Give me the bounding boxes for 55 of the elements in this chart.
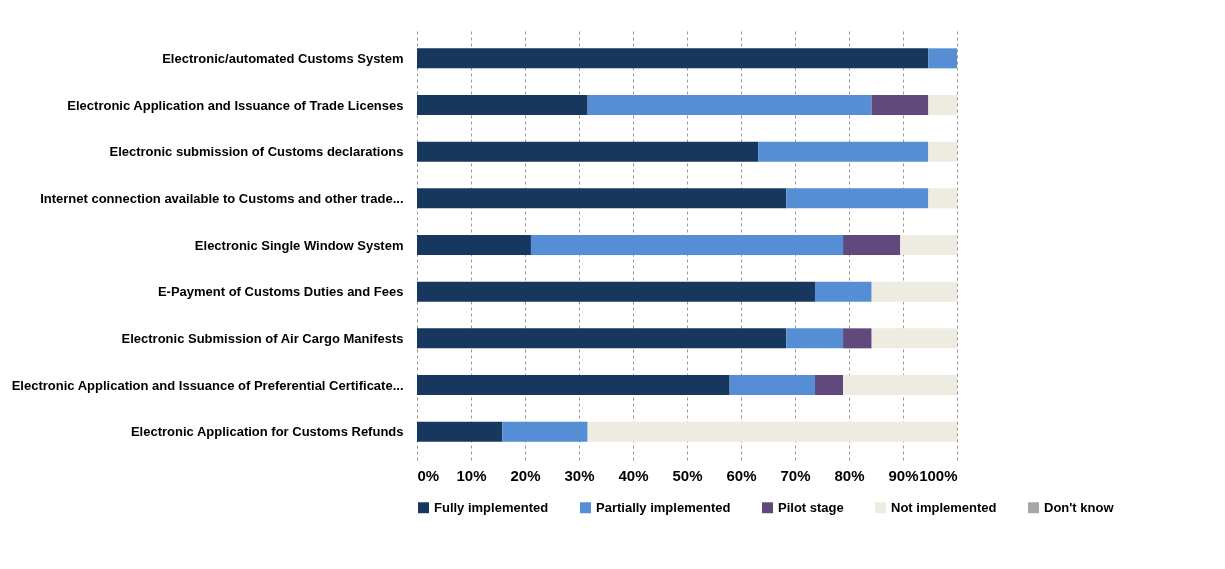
bar bbox=[928, 188, 957, 209]
bar bbox=[417, 141, 759, 162]
y-tick-label: Electronic Application and Issuance of Preferential Certificate... bbox=[11, 377, 404, 393]
legend-label: Pilot stage bbox=[778, 499, 844, 515]
y-tick-label: Electronic/automated Customs System bbox=[162, 50, 404, 66]
legend-label: Partially implemented bbox=[596, 499, 731, 515]
bar bbox=[928, 48, 957, 69]
bar bbox=[928, 141, 957, 162]
bar bbox=[587, 95, 872, 115]
bar bbox=[417, 328, 787, 349]
bar bbox=[417, 421, 503, 442]
legend-label: Don't know bbox=[1044, 499, 1115, 515]
bar bbox=[814, 281, 872, 302]
legend-label: Fully implemented bbox=[434, 499, 549, 515]
x-tick-label: 30% bbox=[564, 466, 595, 484]
bar bbox=[417, 95, 588, 115]
y-tick-label: Electronic Single Window System bbox=[194, 237, 404, 253]
x-tick-label: 0% bbox=[417, 466, 440, 484]
bar bbox=[843, 235, 901, 255]
legend-label: Not implemented bbox=[891, 499, 997, 515]
x-tick-label: 90% bbox=[888, 466, 919, 484]
bar bbox=[417, 188, 787, 209]
bar bbox=[928, 95, 957, 115]
bar bbox=[843, 328, 872, 349]
y-tick-label: Internet connection available to Customs and other trade... bbox=[40, 190, 404, 206]
x-tick-label: 70% bbox=[780, 466, 811, 484]
bar bbox=[417, 48, 929, 69]
y-tick-label: Electronic Application and Issuance of Trade Licenses bbox=[67, 97, 404, 113]
y-tick-label: Electronic Submission of Air Cargo Manifests bbox=[121, 330, 404, 346]
bar bbox=[530, 235, 844, 255]
bar bbox=[417, 235, 531, 255]
x-tick-label: 10% bbox=[456, 466, 487, 484]
x-tick-label: 60% bbox=[726, 466, 757, 484]
bar bbox=[587, 421, 957, 442]
bar bbox=[417, 375, 730, 395]
x-tick-label: 100% bbox=[919, 466, 958, 484]
bar bbox=[758, 141, 929, 162]
y-tick-label: E-Payment of Customs Duties and Fees bbox=[157, 284, 404, 300]
x-tick-label: 40% bbox=[618, 466, 649, 484]
bar bbox=[871, 328, 957, 349]
bar bbox=[871, 95, 929, 115]
bar bbox=[502, 421, 588, 442]
bar bbox=[786, 188, 929, 209]
bar bbox=[843, 375, 957, 395]
x-tick-label: 80% bbox=[834, 466, 865, 484]
x-tick-label: 50% bbox=[672, 466, 703, 484]
y-tick-label: Electronic Application for Customs Refunds bbox=[130, 424, 404, 440]
bar bbox=[900, 235, 957, 255]
bar bbox=[729, 375, 815, 395]
x-tick-label: 20% bbox=[510, 466, 541, 484]
y-tick-label: Electronic submission of Customs declarations bbox=[109, 144, 404, 160]
bar bbox=[871, 281, 957, 302]
bar bbox=[417, 281, 815, 302]
bar bbox=[786, 328, 844, 349]
bar bbox=[814, 375, 844, 395]
